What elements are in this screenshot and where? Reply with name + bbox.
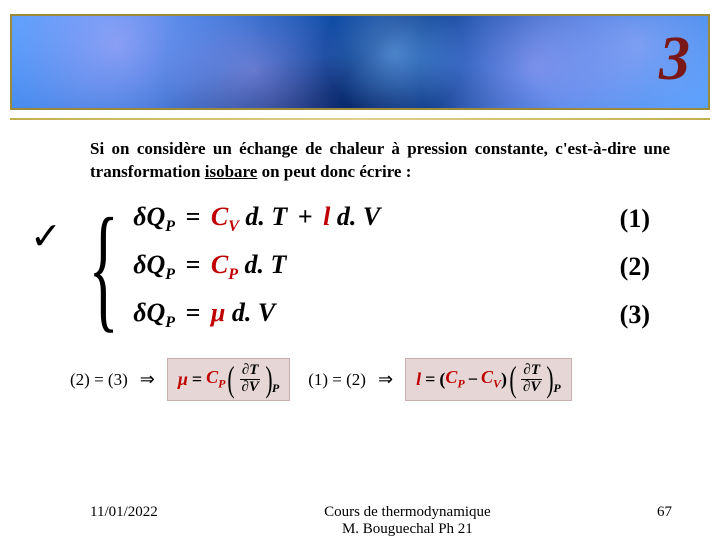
intro-underlined: isobare <box>205 162 258 181</box>
header-banner: 3 <box>10 14 710 110</box>
footer-page: 67 <box>657 504 672 521</box>
equation-stack: δQP = CV d. T + l d. V (1) δQP = CP d. T… <box>133 202 670 333</box>
section-number: 3 <box>659 24 690 95</box>
eq2-expr: δQP = CP d. T <box>133 250 286 284</box>
footer-date: 11/01/2022 <box>90 504 158 521</box>
result-mu-box: μ = CP ( ∂T ∂V ) P <box>167 358 290 401</box>
footer: 11/01/2022 Cours de thermodynamique M. B… <box>0 504 720 538</box>
derivation-mu: (2) = (3) ⇒ μ = CP ( ∂T ∂V ) P <box>70 358 290 401</box>
footer-course-line2: M. Bouguechal Ph 21 <box>324 521 491 538</box>
equation-row-1: δQP = CV d. T + l d. V (1) <box>133 202 670 236</box>
premise-left: (2) = (3) <box>70 370 128 390</box>
eq1-number: (1) <box>620 204 650 234</box>
content-area: Si on considère un échange de chaleur à … <box>0 120 720 401</box>
result-l-box: l = (CP − CV) ( ∂T ∂V ) P <box>405 358 572 401</box>
premise-right: (1) = (2) <box>308 370 366 390</box>
footer-course-line1: Cours de thermodynamique <box>324 504 491 521</box>
footer-course: Cours de thermodynamique M. Bouguechal P… <box>324 504 491 538</box>
eq2-number: (2) <box>620 252 650 282</box>
eq3-number: (3) <box>620 300 650 330</box>
equation-system: { δQP = CV d. T + l d. V (1) δQP = CP <box>90 202 670 333</box>
derivations-row: (2) = (3) ⇒ μ = CP ( ∂T ∂V ) P (1) = (2) <box>70 358 670 401</box>
checkmark-icon: ✓ <box>30 214 62 259</box>
implies-icon: ⇒ <box>378 369 393 390</box>
equation-row-2: δQP = CP d. T (2) <box>133 250 670 284</box>
implies-icon: ⇒ <box>140 369 155 390</box>
eq1-expr: δQP = CV d. T + l d. V <box>133 202 380 236</box>
derivation-l: (1) = (2) ⇒ l = (CP − CV) ( ∂T ∂V ) P <box>308 358 572 401</box>
fractal-background <box>12 16 708 108</box>
equation-row-3: δQP = μ d. V (3) <box>133 298 670 332</box>
intro-paragraph: Si on considère un échange de chaleur à … <box>90 138 670 184</box>
left-brace: { <box>88 208 118 327</box>
intro-after: on peut donc écrire : <box>257 162 411 181</box>
eq3-expr: δQP = μ d. V <box>133 298 275 332</box>
